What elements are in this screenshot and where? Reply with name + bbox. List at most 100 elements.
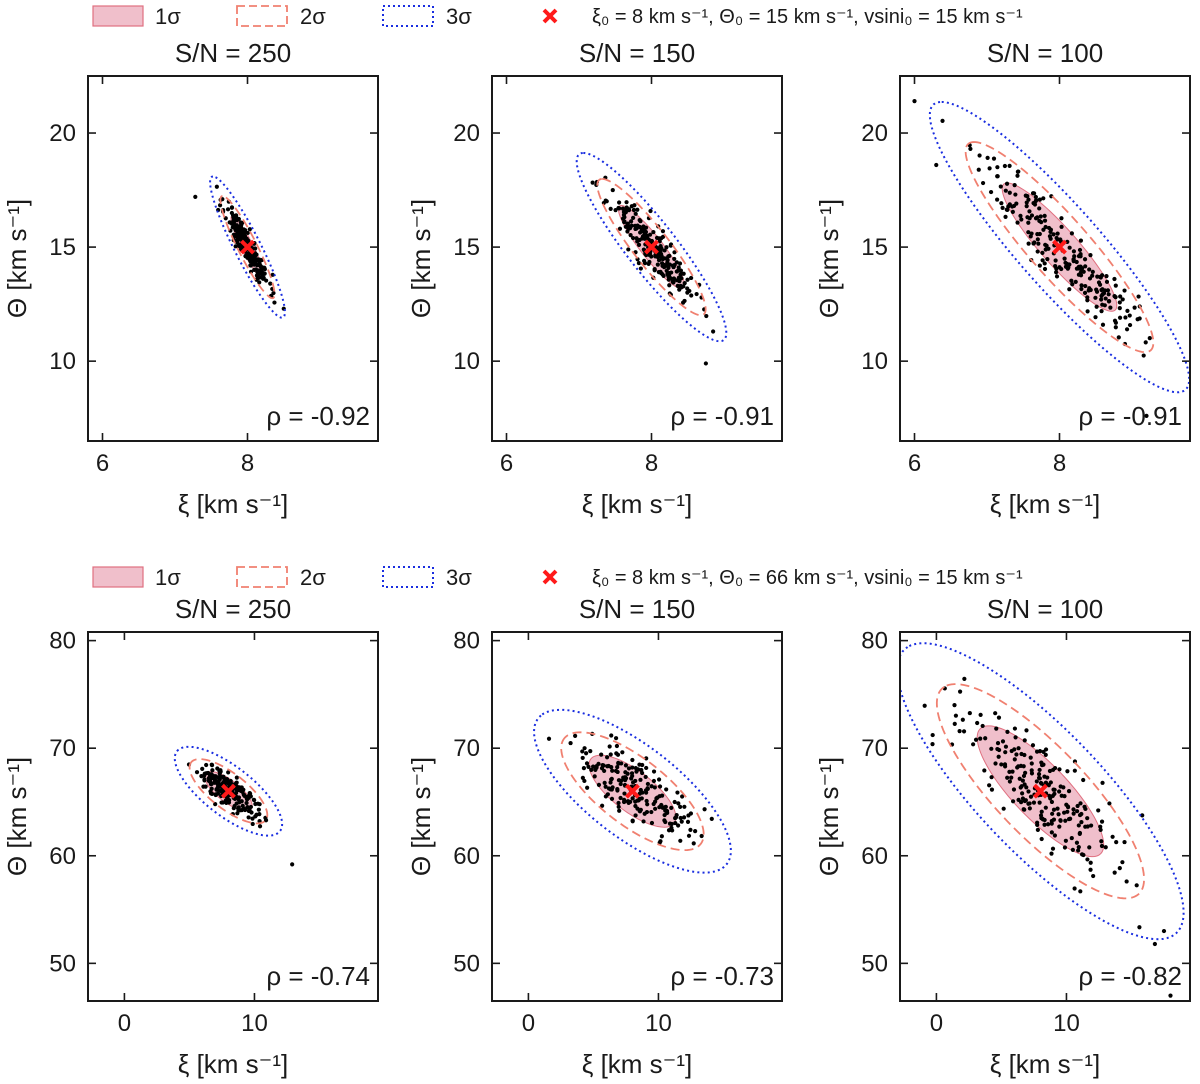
scatter-point xyxy=(682,298,687,304)
scatter-point xyxy=(638,787,643,793)
scatter-point xyxy=(1099,843,1105,849)
axes-frame xyxy=(899,75,1191,442)
y-axis-label: Θ [km s⁻¹] xyxy=(814,199,844,318)
legend: 1σ 2σ 3σ ξ₀ = 8 km s⁻¹, Θ₀ = 15 km s⁻¹, vsi… xyxy=(92,4,1023,29)
scatter-point xyxy=(193,194,198,200)
panel-r1c2: 0 10 50 60 70 80 S/N = 100 ξ [km s⁻¹] Θ [km s⁻¹]… xyxy=(814,594,1191,1079)
plot-area xyxy=(533,708,732,874)
scatter-point xyxy=(252,267,257,272)
scatter-point xyxy=(1042,817,1047,823)
scatter-point xyxy=(1107,801,1112,806)
scatter-point xyxy=(1088,867,1093,872)
scatter-point xyxy=(636,242,642,247)
scatter-point xyxy=(672,256,677,262)
x-axis-label: ξ [km s⁻¹] xyxy=(582,1049,693,1079)
scatter-point xyxy=(264,278,269,283)
scatter-point xyxy=(253,801,258,807)
scatter-point xyxy=(604,199,609,204)
scatter-point xyxy=(1013,735,1018,740)
scatter-point xyxy=(653,806,658,811)
scatter-point xyxy=(1085,298,1090,303)
axes-frame xyxy=(87,631,379,1002)
scatter-point xyxy=(638,266,643,271)
scatter-point xyxy=(582,746,587,751)
panel-title: S/N = 250 xyxy=(175,38,291,68)
scatter-point xyxy=(1141,353,1146,358)
scatter-point xyxy=(616,778,622,783)
legend-swatch-3sigma xyxy=(382,5,434,27)
scatter-point xyxy=(1035,237,1040,242)
scatter-point xyxy=(967,710,972,716)
scatter-point xyxy=(262,265,267,270)
scatter-point xyxy=(588,749,593,754)
legend-label-1sigma: 1σ xyxy=(155,4,181,29)
scatter-point xyxy=(1044,243,1049,248)
scatter-point xyxy=(1106,299,1112,304)
scatter-point xyxy=(1051,787,1056,792)
scatter-point xyxy=(647,259,652,265)
scatter-point xyxy=(644,809,650,815)
scatter-point xyxy=(657,784,663,789)
scatter-point xyxy=(989,787,995,792)
correlation-label: ρ = -0.92 xyxy=(266,401,370,431)
scatter-point xyxy=(1124,879,1129,884)
scatter-point xyxy=(1120,297,1125,302)
scatter-point xyxy=(1055,806,1060,811)
x-tick-label: 0 xyxy=(118,1010,131,1037)
scatter-point xyxy=(676,823,681,828)
plot-area xyxy=(912,98,1190,419)
scatter-point xyxy=(1035,827,1040,832)
scatter-point xyxy=(1123,315,1128,320)
scatter-point xyxy=(628,799,633,804)
legend-swatch-1sigma xyxy=(92,5,144,27)
scatter-point xyxy=(675,283,680,288)
y-tick-label: 60 xyxy=(453,843,480,870)
scatter-point xyxy=(711,329,716,334)
scatter-point xyxy=(600,803,605,808)
scatter-point xyxy=(671,264,676,270)
scatter-point xyxy=(958,689,963,694)
scatter-point xyxy=(231,218,236,223)
scatter-point xyxy=(1100,780,1105,785)
scatter-point xyxy=(649,809,654,815)
scatter-point xyxy=(1085,295,1090,300)
scatter-point xyxy=(1015,173,1020,178)
scatter-point xyxy=(630,235,636,241)
scatter-point xyxy=(1043,805,1048,810)
scatter-point xyxy=(1016,169,1021,174)
scatter-point xyxy=(602,768,607,774)
scatter-point xyxy=(1096,808,1101,813)
y-tick-label: 15 xyxy=(861,234,888,261)
scatter-point xyxy=(977,153,982,158)
scatter-point xyxy=(234,775,239,780)
scatter-point xyxy=(249,810,254,815)
scatter-point xyxy=(255,257,260,262)
scatter-point xyxy=(1046,246,1051,251)
scatter-point xyxy=(679,285,684,290)
truth-marker xyxy=(240,239,255,255)
scatter-point xyxy=(1116,335,1121,340)
scatter-point xyxy=(252,798,257,803)
scatter-point xyxy=(1049,851,1054,856)
scatter-point xyxy=(1103,845,1108,850)
scatter-point xyxy=(1020,791,1025,796)
scatter-point xyxy=(615,769,620,775)
scatter-point xyxy=(1022,738,1027,743)
scatter-point xyxy=(237,231,242,236)
scatter-point xyxy=(689,275,694,281)
correlation-label: ρ = -0.74 xyxy=(266,961,370,991)
panel-title: S/N = 100 xyxy=(987,594,1103,624)
scatter-point xyxy=(673,816,678,821)
scatter-point xyxy=(1112,318,1118,323)
scatter-point xyxy=(1010,209,1015,214)
scatter-point xyxy=(1161,928,1167,934)
y-axis-label: Θ [km s⁻¹] xyxy=(814,757,844,876)
scatter-point xyxy=(1052,833,1058,838)
scatter-point xyxy=(1100,322,1106,327)
scatter-point xyxy=(217,203,223,208)
scatter-point xyxy=(1056,812,1061,817)
scatter-point xyxy=(934,162,939,168)
scatter-point xyxy=(1035,215,1040,220)
scatter-point xyxy=(1037,748,1043,754)
scatter-point xyxy=(253,261,258,266)
